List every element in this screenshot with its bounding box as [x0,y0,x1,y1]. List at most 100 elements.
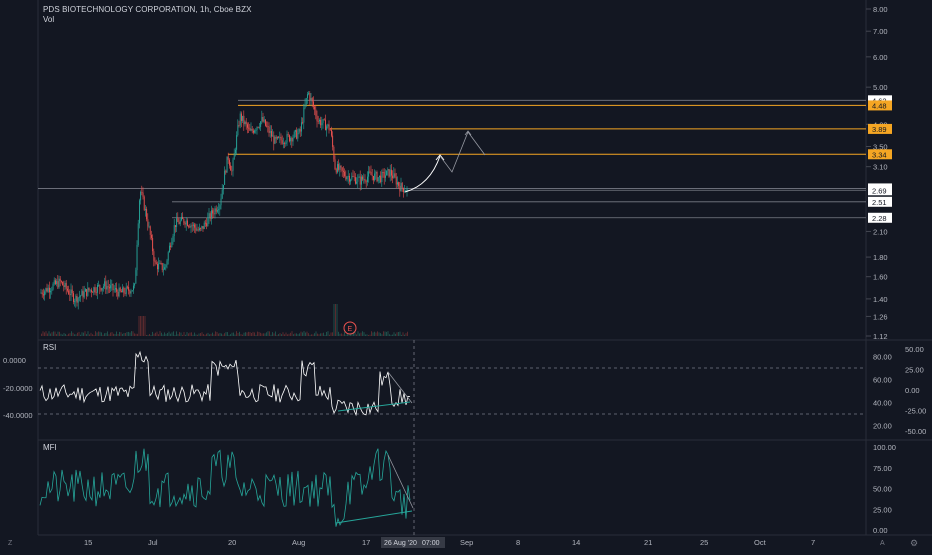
candle-body [58,278,60,288]
volume-bar [326,331,327,336]
candle-body [220,198,222,206]
candle-body [381,172,383,183]
candle-body [406,187,408,192]
volume-bar [114,334,116,336]
time-tick-label: 21 [644,538,652,547]
candle-body [202,226,204,229]
time-axis[interactable]: 15 Jul 20 Aug 17 Sep 8 14 21 25 Oct 7 26 Aug '20 07:0… [8,537,918,548]
volume-bar [180,332,182,336]
volume-bar [192,334,194,336]
volume-bar [188,333,189,336]
volume-bar [281,334,282,336]
volume-bar [254,332,255,336]
volume-bar [51,332,53,336]
candle-body [125,286,127,294]
volume-bar [138,316,140,336]
candle-body [85,289,86,292]
candle-body [272,135,274,137]
volume-bar [234,334,236,336]
crosshair-time-label: 07:00 [422,540,440,547]
volume-bar [120,332,122,336]
volume-bar [270,334,272,336]
volume-bar [260,332,261,336]
projection-curve [404,155,441,193]
volume-bar [323,332,324,336]
candle-body [70,289,72,296]
volume-bar [125,333,126,336]
volume-bar [246,332,248,336]
candle-body [369,171,371,173]
volume-bar [312,334,314,336]
candle-body [364,179,366,182]
volume-bar [110,332,111,336]
candle-body [45,288,47,292]
candle-body [55,280,56,284]
candle-body [105,281,107,290]
candle-body [266,125,268,127]
volume-bar [222,334,224,336]
candle-body [328,124,330,130]
volume-bar [216,331,218,336]
candle-body [169,245,170,253]
volume-bar [165,333,167,336]
zoom-left-button: Z [8,540,13,547]
candle-body [250,128,252,131]
volume-bar [308,333,309,336]
rsi-divergence-line [337,401,411,412]
candle-body [230,165,232,171]
price-tick-label: 1.40 [873,295,888,304]
price-level-tag [868,185,892,196]
price-tick-label: 5.00 [873,83,888,92]
volume-bar [108,334,110,336]
volume-bar [240,334,242,336]
candle-body [243,115,245,125]
candle-body [143,196,145,211]
volume-bar [348,334,350,336]
candle-body [358,176,360,178]
candle-body [355,177,356,184]
volume-bar [179,332,180,336]
volume-bar [147,334,149,336]
candle-body [212,210,214,214]
volume-bar [321,333,323,336]
price-tick-label: 3.50 [873,142,888,151]
candle-body [323,119,325,121]
rsi-left-tick: 0.0000 [3,356,26,365]
candle-body [51,289,53,291]
candle-body [310,98,312,101]
candle-body [238,125,240,126]
candle-body [87,287,89,296]
candle-body [160,262,162,264]
price-axis[interactable]: 8.007.006.005.004.003.503.102.101.801.60… [866,5,892,341]
candle-body [211,210,212,219]
candle-body [157,264,158,270]
candle-body [92,291,94,293]
volume-bar [117,334,119,336]
candle-body [79,296,80,298]
candle-body [295,130,296,132]
volume-bar [44,332,45,336]
candle-body [199,228,200,231]
volume-bar [237,332,239,336]
volume-bar [359,333,360,336]
candle-body [153,251,155,261]
candle-body [352,175,354,177]
rsi-line [39,350,411,417]
candle-body [219,205,221,210]
candle-body [344,171,346,177]
rsi-pane: 80.00 60.00 40.00 20.00 0.0000 -20.0000 -40.00… [3,345,926,436]
candle-body [343,170,344,172]
volume-bar [384,331,386,336]
volume-bar [392,334,393,336]
candle-body [304,104,306,109]
volume-bar [102,334,104,336]
candle-body [61,281,62,282]
candle-body [185,220,187,225]
candle-body [236,135,238,150]
volume-bar [263,333,264,336]
volume-bar [219,332,221,336]
volume-bar [198,333,200,336]
candle-body [170,245,172,248]
